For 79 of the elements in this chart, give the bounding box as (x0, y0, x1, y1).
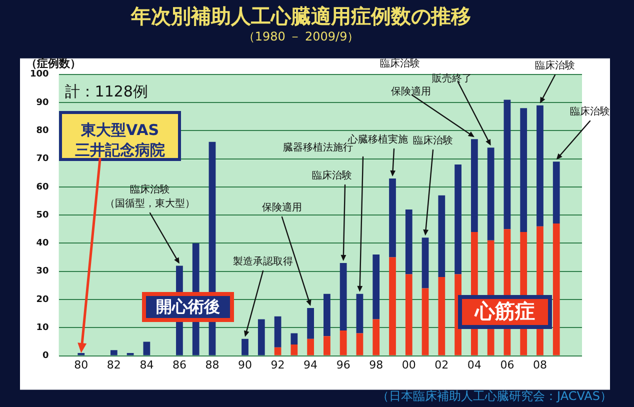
series-label: 心筋症 (474, 299, 535, 324)
annotation: 臨床治験 (312, 170, 352, 182)
bar (422, 288, 429, 356)
x-tick-label: 98 (369, 358, 384, 372)
bar (372, 254, 380, 320)
bar (356, 294, 364, 334)
x-tick-label: 94 (304, 358, 318, 372)
bar (258, 319, 265, 356)
annotation: 臨床治験 (570, 106, 610, 118)
annotation: 保険適用 (391, 86, 431, 98)
bar (470, 139, 478, 232)
bar (143, 342, 150, 356)
chart-title: 年次別補助人工心臓適用症例数の推移 (130, 4, 471, 28)
x-tick-label: 00 (402, 358, 416, 372)
annotation: 臨床治験 (535, 60, 575, 72)
bar (405, 274, 412, 356)
bar (324, 294, 330, 336)
bar (307, 338, 314, 356)
x-tick-label: 04 (467, 358, 482, 372)
y-tick-label: 30 (36, 266, 49, 277)
bar (242, 338, 248, 356)
text: （日本臨床補助人工心臓研究会：JACVAS） (377, 389, 612, 403)
y-tick-label: 0 (42, 351, 49, 362)
bar (454, 164, 462, 274)
annotation: 計：1128例 (64, 82, 148, 100)
y-tick-label: 60 (36, 182, 49, 192)
bar (552, 224, 560, 356)
y-axis-title: （症例数） (26, 56, 81, 70)
chart-subtitle: （1980 － 2009/9） (242, 29, 360, 44)
y-tick-label: 10 (36, 323, 49, 334)
annotation: 臨床治験 (413, 134, 453, 147)
x-tick-label: 06 (500, 358, 514, 372)
bar (324, 336, 330, 356)
bar (422, 238, 429, 288)
bar (340, 262, 347, 330)
bar (126, 352, 134, 356)
bar (307, 308, 314, 339)
series-label: 開心術後 (156, 297, 220, 316)
bar (389, 178, 396, 258)
bar (274, 347, 282, 356)
annotation: 製造承認取得 (233, 256, 293, 268)
x-tick-label: 88 (205, 358, 220, 372)
x-tick-label: 84 (140, 358, 154, 372)
x-tick-label: 80 (74, 358, 88, 372)
bar (274, 316, 282, 348)
x-tick-label: 92 (270, 358, 285, 372)
x-tick-label: 86 (172, 358, 186, 372)
y-tick-label: 50 (36, 210, 49, 220)
bar (552, 162, 560, 224)
x-tick-label: 82 (106, 358, 121, 372)
bar (372, 319, 380, 356)
y-tick-label: 70 (36, 154, 49, 164)
x-tick-label: 90 (238, 358, 252, 372)
annotation: 販売終了 (432, 72, 472, 85)
bar (110, 350, 118, 356)
bar (389, 257, 396, 356)
bar (487, 148, 494, 240)
bar (438, 277, 446, 356)
x-tick-label: 02 (434, 358, 449, 372)
bar (504, 100, 511, 230)
bar (536, 105, 544, 226)
x-tick-label: 96 (336, 358, 350, 372)
y-tick-label: 40 (36, 238, 49, 249)
bar (520, 108, 528, 232)
bar (405, 209, 412, 274)
bar (438, 195, 446, 278)
bar (290, 333, 298, 345)
y-tick-label: 90 (36, 98, 49, 108)
bar (356, 333, 364, 356)
annotation: 保険適用 (262, 202, 302, 214)
y-tick-label: 80 (36, 126, 49, 136)
annotation: 臨床治験（国循型，東大型） (105, 184, 195, 210)
text: 臨床治験 (380, 58, 420, 70)
y-tick-label: 20 (36, 294, 49, 305)
x-tick-label: 08 (532, 358, 547, 372)
bar (290, 344, 298, 356)
annotation: 東大型VAS三井記念病院 (75, 120, 165, 159)
y-tick-label: 100 (30, 70, 49, 80)
bar (340, 330, 347, 356)
